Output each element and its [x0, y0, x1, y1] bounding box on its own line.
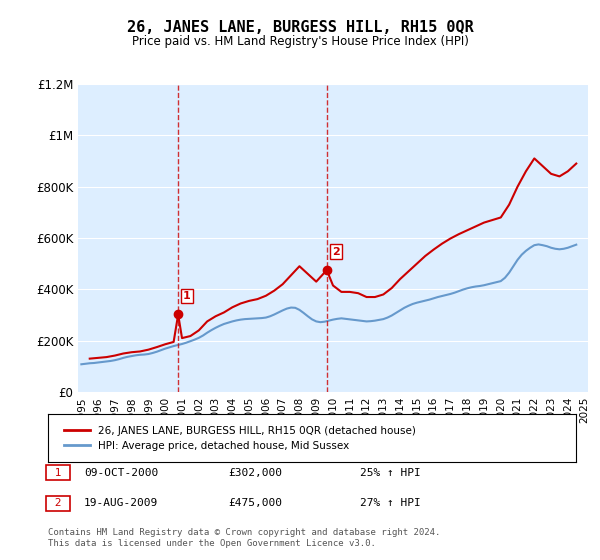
Text: 2: 2: [48, 498, 68, 508]
Text: 25% ↑ HPI: 25% ↑ HPI: [360, 468, 421, 478]
Text: 1: 1: [48, 468, 68, 478]
Text: 2: 2: [332, 247, 340, 256]
Legend: 26, JANES LANE, BURGESS HILL, RH15 0QR (detached house), HPI: Average price, det: 26, JANES LANE, BURGESS HILL, RH15 0QR (…: [58, 421, 421, 456]
Text: 27% ↑ HPI: 27% ↑ HPI: [360, 498, 421, 508]
Text: 19-AUG-2009: 19-AUG-2009: [84, 498, 158, 508]
Text: £302,000: £302,000: [228, 468, 282, 478]
Text: 09-OCT-2000: 09-OCT-2000: [84, 468, 158, 478]
Text: 26, JANES LANE, BURGESS HILL, RH15 0QR: 26, JANES LANE, BURGESS HILL, RH15 0QR: [127, 20, 473, 35]
Text: 1: 1: [183, 291, 191, 301]
Text: £475,000: £475,000: [228, 498, 282, 508]
Text: Contains HM Land Registry data © Crown copyright and database right 2024.
This d: Contains HM Land Registry data © Crown c…: [48, 528, 440, 548]
Text: Price paid vs. HM Land Registry's House Price Index (HPI): Price paid vs. HM Land Registry's House …: [131, 35, 469, 48]
